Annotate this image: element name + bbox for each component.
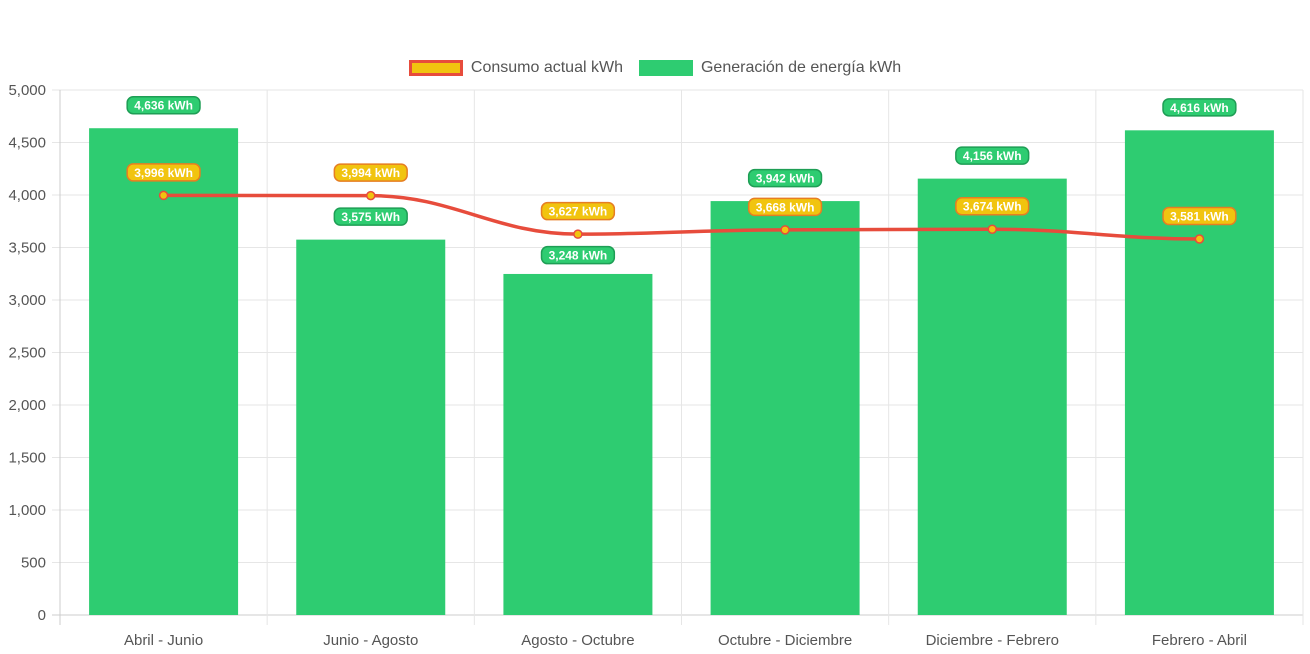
legend-label-consumo: Consumo actual kWh [470,59,623,76]
data-label-consumo: 3,627 kWh [549,205,608,219]
line-point [573,229,583,239]
legend-item-generacion[interactable]: Generación de energía kWh [638,59,902,77]
y-tick-label: 4,000 [8,187,46,204]
x-tick-label: Agosto - Octubre [521,632,634,649]
y-tick-label: 500 [21,555,46,572]
data-label-generacion-box [955,146,1030,165]
x-tick-label: Abril - Junio [124,632,203,649]
y-tick-label: 2,000 [8,397,46,414]
data-label-generacion-box [747,168,823,188]
data-label-consumo-box [1162,206,1237,226]
data-label-consumo: 3,581 kWh [1170,209,1229,223]
data-label-consumo-box [333,163,408,182]
data-label-generacion: 3,575 kWh [341,210,400,224]
y-tick-label: 3,000 [8,292,46,309]
data-label-generacion-box [333,207,408,226]
legend-swatch-generacion [638,60,693,76]
data-label-generacion: 4,156 kWh [963,149,1022,163]
data-label-consumo: 3,996 kWh [134,166,193,180]
line-point [1194,234,1205,244]
line-point [780,225,790,235]
data-label-consumo-box [126,163,201,182]
x-tick-label: Diciembre - Febrero [926,632,1059,649]
data-label-consumo-box [540,201,616,221]
data-label-generacion-box [540,245,616,265]
x-tick-label: Octubre - Diciembre [718,632,852,649]
x-tick-label: Junio - Agosto [323,632,418,649]
data-label-generacion-box [126,95,201,115]
bar [89,128,239,615]
line-point [987,224,997,234]
data-label-generacion-box [1162,98,1237,117]
data-label-generacion: 4,636 kWh [134,99,193,113]
x-tick-label: Febrero - Abril [1152,632,1247,649]
y-tick-label: 0 [38,607,46,624]
data-label-consumo: 3,668 kWh [756,200,815,214]
data-label-consumo: 3,674 kWh [963,200,1022,214]
data-label-generacion: 4,616 kWh [1170,101,1229,115]
bar [917,178,1067,615]
y-tick-label: 2,500 [8,345,46,362]
bar [1124,130,1274,615]
y-tick-label: 5,000 [8,82,46,99]
bar [710,201,860,615]
legend-label-generacion: Generación de energía kWh [700,59,902,76]
legend-item-consumo[interactable]: Consumo actual kWh [408,59,623,77]
y-tick-label: 1,500 [8,450,46,467]
line-point [158,190,169,201]
legend: Consumo actual kWh Generación de energía… [0,57,1310,79]
bar [296,239,446,615]
legend-swatch-consumo [408,60,463,76]
data-label-consumo-box [747,197,823,217]
line-point [366,190,376,201]
data-label-generacion: 3,942 kWh [756,172,815,186]
y-tick-label: 4,500 [8,135,46,152]
y-tick-label: 3,500 [8,240,46,257]
series-line-consumo [163,193,1200,241]
bar [503,273,653,615]
data-label-generacion: 3,248 kWh [549,249,608,263]
data-label-consumo: 3,994 kWh [341,166,400,180]
y-tick-label: 1,000 [8,502,46,519]
data-label-consumo-box [955,196,1030,216]
